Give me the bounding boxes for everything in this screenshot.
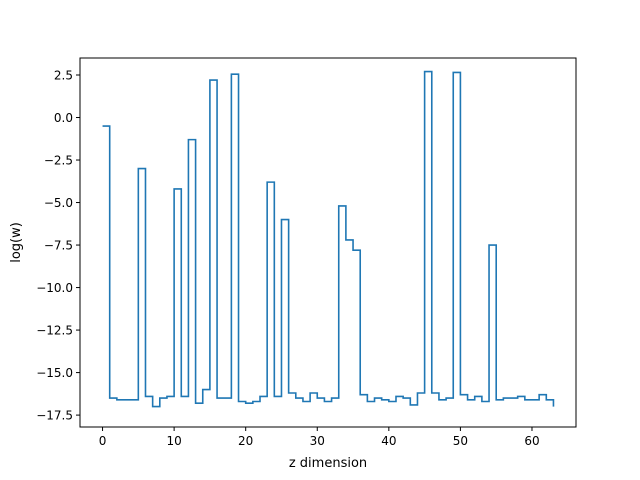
y-tick-label: −17.5 <box>36 409 73 423</box>
y-axis-label: log(w) <box>9 222 24 263</box>
y-tick-label: 2.5 <box>54 69 73 83</box>
x-tick-label: 10 <box>166 434 181 448</box>
x-tick-label: 30 <box>310 434 325 448</box>
x-tick-label: 0 <box>99 434 107 448</box>
x-tick-label: 40 <box>381 434 396 448</box>
y-tick-label: −2.5 <box>44 154 73 168</box>
y-tick-label: −5.0 <box>44 196 73 210</box>
y-axis: 2.5 0.0 −2.5 −5.0 −7.5 −10.0 −12.5 −15.0 −17.5 <box>36 69 80 423</box>
x-axis: 0 10 20 30 40 50 60 <box>99 427 540 448</box>
y-tick-label: −12.5 <box>36 324 73 338</box>
x-axis-label: z dimension <box>289 456 367 471</box>
x-tick-label: 20 <box>238 434 253 448</box>
x-tick-label: 60 <box>524 434 539 448</box>
y-tick-label: 0.0 <box>54 111 73 125</box>
x-tick-label: 50 <box>453 434 468 448</box>
y-tick-label: −10.0 <box>36 281 73 295</box>
y-tick-label: −15.0 <box>36 366 73 380</box>
plot-frame <box>79 57 577 428</box>
plot-layer <box>102 70 555 408</box>
y-tick-label: −7.5 <box>44 239 73 253</box>
series-line <box>102 70 555 408</box>
